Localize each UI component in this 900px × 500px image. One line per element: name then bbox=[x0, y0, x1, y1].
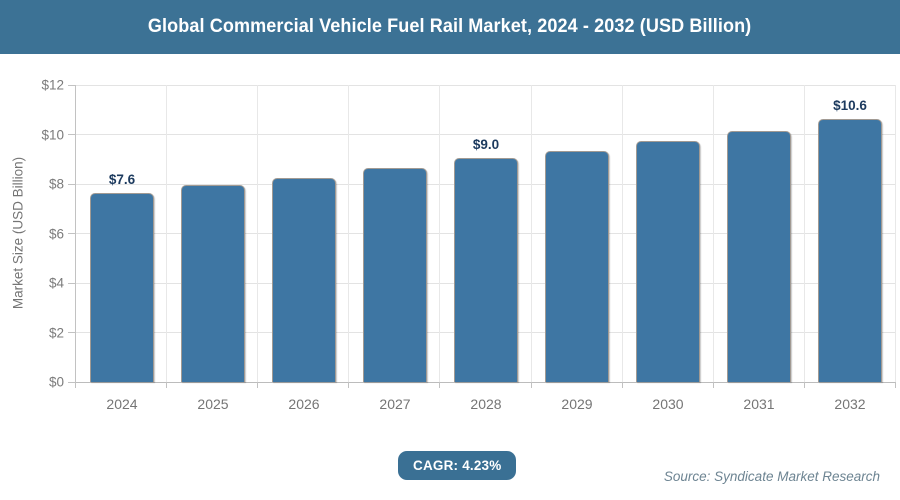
y-axis-tick bbox=[68, 332, 75, 333]
x-axis-tick bbox=[257, 382, 258, 388]
chart-title-bar: Global Commercial Vehicle Fuel Rail Mark… bbox=[0, 0, 900, 54]
bar bbox=[90, 193, 154, 382]
x-tick-label: 2031 bbox=[743, 396, 775, 412]
cagr-badge: CAGR: 4.23% bbox=[398, 451, 517, 480]
plot-area: $0 $2 $4 $6 $8 $10 $12 $7.6 2024 2025 2026 2027 $9.0… bbox=[41, 78, 896, 412]
y-tick-label: $4 bbox=[48, 275, 64, 291]
x-axis-tick bbox=[804, 382, 805, 388]
y-axis-tick bbox=[68, 282, 75, 284]
y-tick-label: $0 bbox=[48, 374, 64, 390]
x-axis-tick bbox=[75, 382, 76, 388]
bar bbox=[272, 178, 336, 382]
x-axis-tick bbox=[166, 382, 167, 388]
gridline-vertical bbox=[257, 85, 258, 382]
gridline-vertical bbox=[713, 85, 714, 382]
bar-value-label: $7.6 bbox=[108, 172, 136, 187]
x-axis-tick bbox=[348, 382, 349, 388]
gridline-vertical bbox=[166, 85, 167, 382]
bar bbox=[454, 158, 518, 382]
gridline-vertical bbox=[804, 85, 805, 382]
gridline-vertical bbox=[895, 85, 896, 382]
x-tick-label: 2024 bbox=[106, 396, 138, 412]
y-axis-tick bbox=[68, 84, 75, 86]
y-axis-tick bbox=[68, 134, 75, 135]
cagr-badge-label: CAGR: 4.23% bbox=[413, 458, 502, 473]
x-tick-label: 2028 bbox=[470, 396, 502, 412]
y-axis-tick bbox=[68, 381, 75, 383]
bar bbox=[636, 141, 700, 382]
bar-value-label: $10.6 bbox=[833, 98, 867, 113]
gridline-vertical bbox=[531, 85, 532, 382]
x-axis-tick bbox=[895, 382, 896, 388]
gridline-vertical bbox=[439, 85, 440, 382]
x-axis-tick bbox=[531, 382, 532, 388]
x-tick-label: 2029 bbox=[561, 396, 593, 412]
y-tick-label: $8 bbox=[48, 176, 64, 192]
gridline-vertical bbox=[348, 85, 349, 382]
x-tick-label: 2030 bbox=[652, 396, 684, 412]
bar bbox=[727, 131, 791, 382]
y-tick-label: $2 bbox=[48, 325, 64, 340]
bar bbox=[545, 151, 609, 382]
source-attribution: Source: Syndicate Market Research bbox=[663, 469, 880, 484]
bar-value-label: $9.0 bbox=[472, 137, 500, 152]
x-tick-label: 2025 bbox=[197, 396, 229, 412]
y-axis-tick bbox=[68, 183, 75, 185]
y-tick-label: $12 bbox=[41, 77, 64, 93]
bar bbox=[818, 119, 882, 382]
gridline-horizontal bbox=[76, 84, 896, 86]
x-axis-tick bbox=[439, 382, 440, 388]
x-tick-label: 2026 bbox=[288, 396, 320, 412]
y-tick-label: $6 bbox=[48, 226, 64, 241]
y-tick-label: $10 bbox=[41, 127, 64, 142]
x-tick-label: 2027 bbox=[379, 396, 411, 412]
gridline-horizontal bbox=[76, 134, 896, 135]
x-tick-label: 2032 bbox=[834, 396, 866, 412]
chart-title: Global Commercial Vehicle Fuel Rail Mark… bbox=[148, 16, 752, 37]
y-axis-tick bbox=[68, 233, 75, 234]
gridline-vertical bbox=[622, 85, 623, 382]
bar bbox=[181, 185, 245, 382]
x-axis-tick bbox=[622, 382, 623, 388]
x-axis-tick bbox=[713, 382, 714, 388]
bar bbox=[363, 168, 427, 382]
